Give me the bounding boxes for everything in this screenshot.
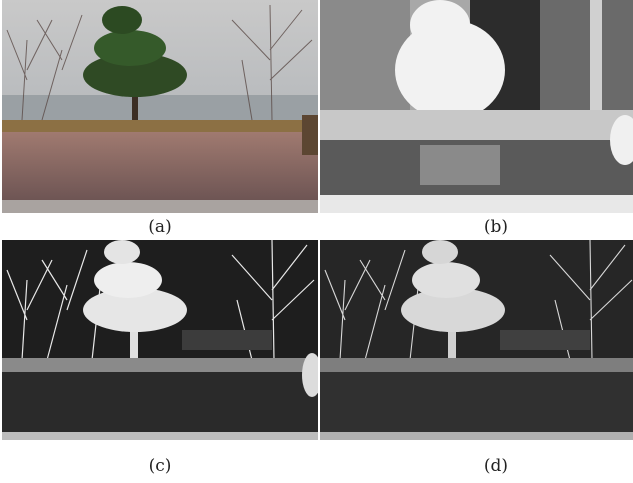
map-b xyxy=(320,0,633,213)
image-c xyxy=(2,240,318,440)
caption: (a) xyxy=(100,217,220,237)
photo-a xyxy=(2,0,318,213)
caption: (c) xyxy=(100,456,220,476)
figure: (a) (b) (c) (d) xyxy=(0,0,633,483)
image-d xyxy=(320,240,633,440)
caption: (d) xyxy=(436,456,556,476)
caption: (b) xyxy=(436,217,556,237)
